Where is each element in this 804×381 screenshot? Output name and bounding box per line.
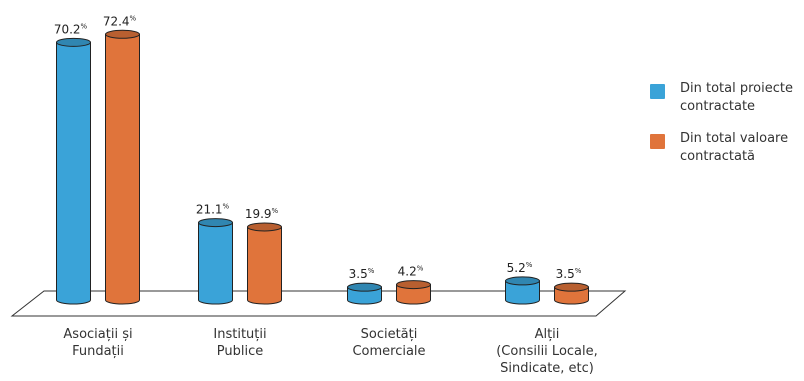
legend-item-value: Din total valoare contractată xyxy=(650,130,800,166)
value-label: 19.9% xyxy=(245,207,279,221)
value-label: 72.4% xyxy=(103,14,137,28)
bar xyxy=(396,280,431,305)
bar-top xyxy=(347,282,382,292)
bar-body xyxy=(554,286,589,305)
category-labels-group: Asociații și Fundații Instituții Publice Soc… xyxy=(63,327,597,376)
value-label: 3.5% xyxy=(349,267,375,281)
bar-body xyxy=(347,286,382,305)
category-label: Alții (Consilii Locale, Sindicate, etc) xyxy=(496,327,598,376)
legend-label-value: Din total valoare contractată xyxy=(680,131,788,164)
value-label: 3.5% xyxy=(556,267,582,281)
legend-label-projects: Din total proiecte contractate xyxy=(680,81,793,114)
legend-label-projects-line1: Din total proiecte xyxy=(680,81,793,96)
chart-floor xyxy=(10,290,627,317)
value-label: 5.2% xyxy=(507,261,533,275)
bar xyxy=(247,222,282,305)
bar-body xyxy=(105,33,140,305)
value-label: 4.2% xyxy=(398,265,424,279)
bars-group xyxy=(56,29,589,305)
bar-body xyxy=(198,222,233,305)
bar-top xyxy=(56,37,91,47)
legend-item-projects: Din total proiecte contractate xyxy=(650,80,800,116)
legend-swatch-value xyxy=(650,134,665,149)
legend: Din total proiecte contractate Din total… xyxy=(650,80,800,180)
legend-label-value-line1: Din total valoare xyxy=(680,131,789,146)
bar xyxy=(198,218,233,305)
bar-body xyxy=(396,284,431,305)
category-label: Instituții Publice xyxy=(213,327,266,359)
bar-body xyxy=(247,226,282,305)
legend-label-value-line2: contractată xyxy=(680,149,756,164)
bar-top xyxy=(105,29,140,39)
category-label: Asociații și Fundații xyxy=(63,327,132,359)
bar xyxy=(554,282,589,305)
value-label: 21.1% xyxy=(196,203,230,217)
bar-body xyxy=(56,41,91,305)
legend-swatch-projects xyxy=(650,84,665,99)
bar xyxy=(105,29,140,305)
bar-top xyxy=(554,282,589,292)
bar xyxy=(56,37,91,305)
bar-top xyxy=(505,276,540,286)
value-label: 70.2% xyxy=(54,22,88,36)
bar-top xyxy=(247,222,282,232)
category-label: Societăți Comerciale xyxy=(352,327,425,359)
bar-body xyxy=(505,280,540,305)
bar-top xyxy=(396,280,431,290)
bar xyxy=(347,282,382,305)
bar-top xyxy=(198,218,233,228)
legend-label-projects-line2: contractate xyxy=(680,99,756,114)
bar xyxy=(505,276,540,305)
